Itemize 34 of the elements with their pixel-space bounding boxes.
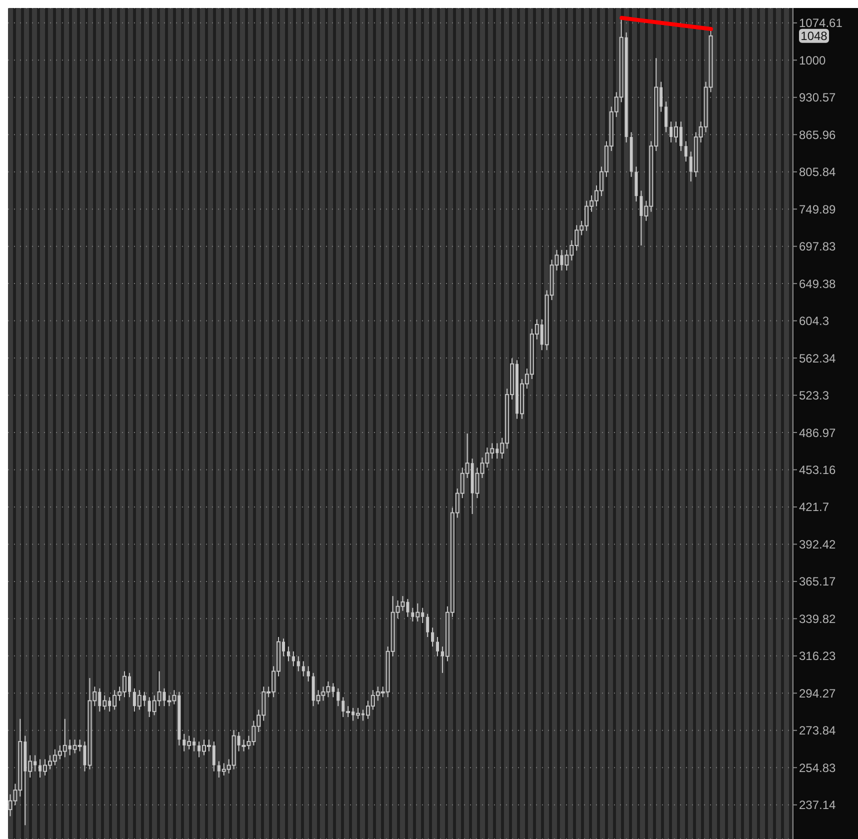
y-tick-label: 486.97 [799,426,836,440]
y-tick-label: 865.96 [799,128,836,142]
y-tick-label: 749.89 [799,202,836,216]
candlestick [436,636,440,657]
candlestick [664,101,668,133]
candlestick [306,666,310,682]
y-tick-label: 562.34 [799,351,836,366]
y-tick-label: 392.42 [799,537,836,552]
y-tick-label: 294.27 [799,686,836,700]
y-tick-label: 316.23 [799,649,836,664]
y-tick-label: 237.14 [799,798,836,812]
y-tick-label: 805.84 [799,165,836,180]
y-tick-label: 1074.61 [799,16,843,30]
candlestick [684,140,688,162]
y-tick-label: 254.83 [799,760,836,775]
candlestick [292,650,295,667]
y-tick-label: 453.16 [799,462,836,477]
candlestick [296,656,300,672]
candlestick [431,627,434,648]
y-tick-label: 697.83 [799,240,836,254]
candlestick [302,660,305,677]
y-tick-label: 649.38 [799,276,836,291]
y-tick-label: 523.3 [799,388,830,403]
y-tick-label: 930.57 [799,90,836,105]
candlestick [426,613,430,638]
y-tick-label: 604.3 [799,314,830,328]
candlestick [286,646,290,662]
y-tick-label: 1000 [799,53,826,68]
y-tick-label: 273.84 [799,724,836,738]
y-tick-label: 339.82 [799,612,836,626]
candlestick [336,688,340,707]
y-tick-label: 365.17 [799,574,836,589]
text: 1048 [800,28,828,43]
y-tick-label: 421.7 [799,500,830,514]
